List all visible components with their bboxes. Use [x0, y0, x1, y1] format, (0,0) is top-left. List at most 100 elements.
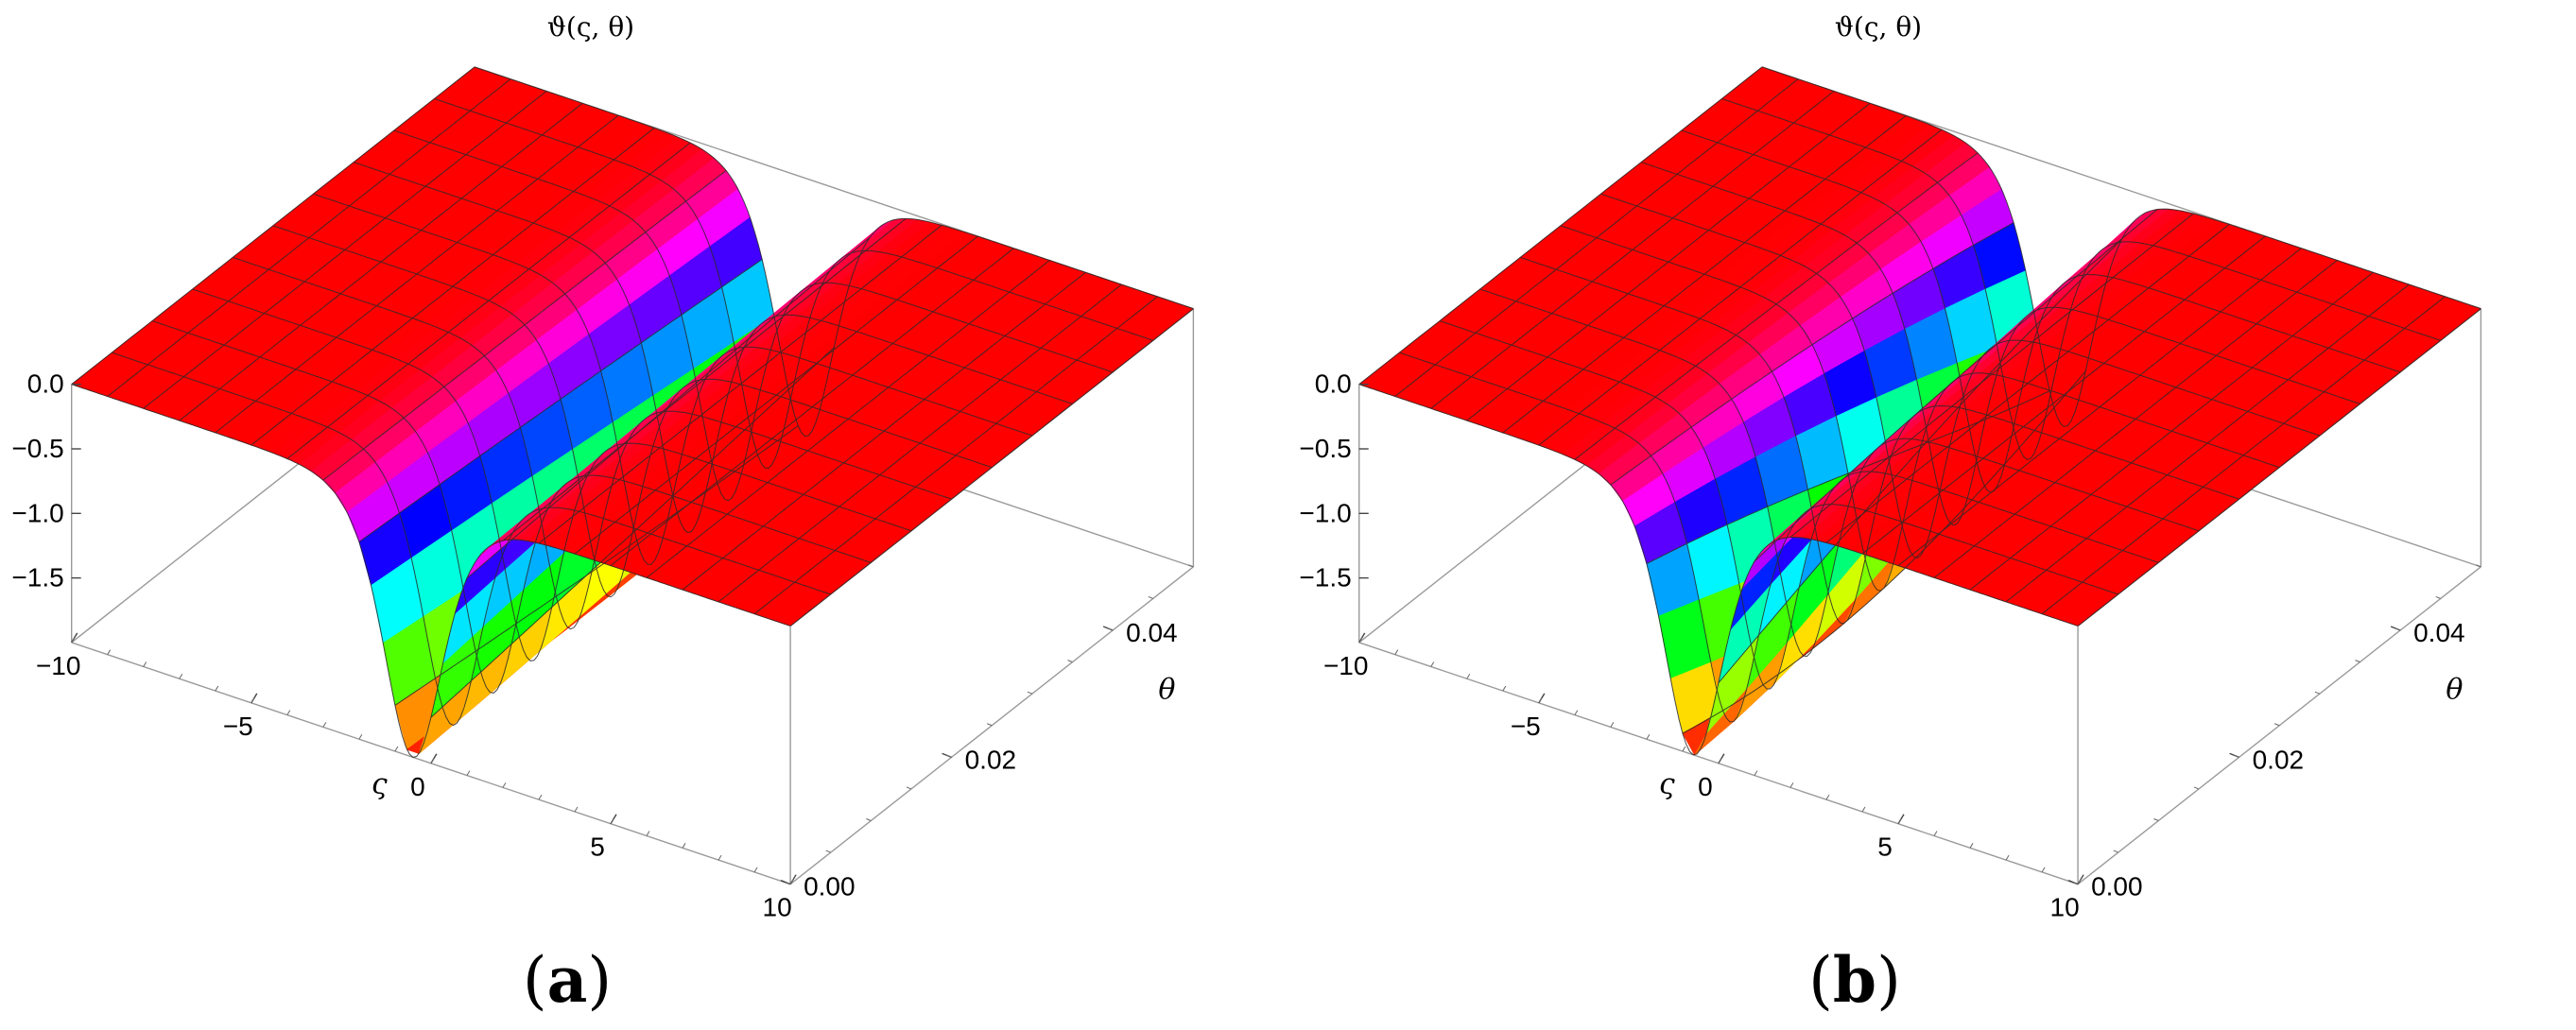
mesh-line-theta	[112, 352, 831, 727]
sigma-minor-tick	[1969, 843, 1974, 849]
sigma-minor-tick	[2005, 854, 2010, 861]
sigma-minor-tick	[215, 685, 219, 692]
sigma-minor-tick	[1682, 746, 1686, 752]
theta-minor-tick	[2435, 595, 2441, 599]
theta-minor-tick	[1067, 660, 1073, 663]
sigma-minor-tick	[753, 867, 758, 873]
sigma-minor-tick	[322, 722, 327, 728]
sigma-minor-tick	[1430, 661, 1435, 667]
mesh-line-theta	[353, 162, 1073, 534]
sigma-minor-tick	[1861, 806, 1866, 813]
theta-axis: 0.00 0.02 0.04 θ	[2067, 564, 2481, 901]
mesh-line-theta	[1358, 384, 2079, 756]
z-tick-label: −1.5	[1299, 563, 1351, 592]
theta-minor-tick	[1188, 564, 1194, 568]
z-tick-label: −0.5	[11, 434, 63, 463]
theta-minor-tick	[2476, 564, 2481, 568]
sigma-minor-tick	[1466, 674, 1471, 679]
theta-tick-label: 0.02	[2253, 745, 2305, 774]
sigma-tick-label: −5	[223, 712, 253, 741]
z-tick-label: 0.0	[1315, 369, 1352, 399]
z-tick-label: −1.0	[1299, 498, 1351, 527]
mesh-line-theta	[434, 98, 1153, 470]
theta-tick-label: 0.04	[1126, 618, 1178, 647]
mesh-line-theta	[272, 225, 993, 598]
sigma-minor-tick	[574, 806, 579, 813]
mesh-line-theta	[474, 66, 1194, 438]
sigma-minor-tick	[358, 733, 363, 740]
theta-tick-label: 0.00	[2091, 872, 2143, 901]
sigma-minor-tick	[107, 649, 112, 655]
theta-minor-tick	[1107, 627, 1114, 631]
sigma-axis: −10 −5 0 5 10 ς	[1323, 632, 2084, 922]
sigma-minor-tick	[2077, 879, 2082, 884]
sigma-minor-tick	[1538, 697, 1543, 704]
sigma-minor-tick	[430, 758, 435, 764]
box-edge-bottom-front	[71, 642, 791, 885]
sigma-minor-tick	[1825, 794, 1830, 800]
bounding-box-front	[1357, 384, 2079, 884]
mesh-line-theta	[393, 129, 1114, 502]
z-axis: 0.0 −0.5 −1.0 −1.5	[11, 369, 81, 592]
theta-minor-tick	[2153, 818, 2159, 821]
mesh-line-theta	[71, 384, 791, 758]
sigma-minor-tick	[2041, 867, 2046, 873]
z-tick-label: 0.0	[27, 369, 64, 399]
sigma-minor-tick	[1502, 685, 1507, 692]
theta-axis-label: θ	[2446, 673, 2463, 706]
sigma-axis-label: ς	[372, 768, 388, 801]
theta-minor-tick	[2113, 850, 2118, 853]
sigma-minor-tick	[502, 782, 507, 788]
theta-tick-label: 0.00	[804, 872, 856, 901]
theta-minor-tick	[2314, 691, 2321, 695]
mesh-lines	[1358, 66, 2481, 756]
sigma-tick-label: 5	[1877, 833, 1893, 862]
z-tick-label: −0.5	[1299, 434, 1351, 463]
sigma-minor-tick	[1789, 782, 1794, 788]
chart-panel-a: 0.0 −0.5 −1.0 −1.5 −10 −5 0 5 10 ς 0.00 0.02 0.04 θ ϑ(…	[11, 11, 1195, 1017]
sigma-minor-tick	[394, 746, 399, 752]
chart-panel-b: 0.0 −0.5 −1.0 −1.5 −10 −5 0 5 10 ς 0.00 0.02 0.04 θ ϑ(…	[1288, 0, 2575, 1030]
z-axis: 0.0 −0.5 −1.0 −1.5	[1299, 369, 1369, 592]
theta-minor-tick	[1148, 595, 1153, 599]
sigma-minor-tick	[1610, 722, 1615, 728]
mesh-line-theta	[192, 288, 912, 661]
mesh-lines	[71, 66, 1194, 758]
mesh-line-theta	[1479, 288, 2200, 658]
theta-axis-label: θ	[1158, 673, 1175, 706]
mesh-line-theta	[1681, 129, 2401, 493]
sigma-minor-tick	[1358, 637, 1363, 644]
surface-plot-b: 0.0 −0.5 −1.0 −1.5 −10 −5 0 5 10 ς 0.00 0.02 0.04 θ ϑ(…	[1299, 11, 2482, 1017]
theta-tick-label: 0.04	[2413, 618, 2465, 647]
mesh-line-theta	[233, 256, 952, 630]
theta-minor-tick	[2072, 882, 2079, 885]
sigma-minor-tick	[71, 637, 76, 644]
sigma-minor-tick	[1394, 649, 1399, 655]
plot-title: ϑ(ς, θ)	[547, 11, 634, 43]
sigma-minor-tick	[646, 831, 650, 836]
panel-label: (b)	[1808, 943, 1901, 1017]
theta-minor-tick	[1027, 691, 1033, 695]
sigma-minor-tick	[251, 697, 255, 704]
theta-minor-tick	[2234, 754, 2239, 758]
sigma-minor-tick	[789, 879, 794, 884]
sigma-tick-label: 5	[590, 833, 605, 862]
theta-minor-tick	[2355, 660, 2360, 663]
surface-mesh	[71, 66, 1195, 755]
sigma-tick-label: 10	[763, 893, 792, 922]
mesh-line-theta	[1560, 225, 2280, 592]
sigma-tick-label: −10	[1323, 651, 1369, 680]
plot-title: ϑ(ς, θ)	[1835, 11, 1922, 43]
theta-tick-label: 0.02	[965, 745, 1017, 774]
mesh-line-theta	[1439, 320, 2159, 690]
mesh-line-theta	[1399, 352, 2118, 723]
mesh-line-theta	[1600, 193, 2321, 559]
panel-label: (a)	[523, 943, 612, 1017]
sigma-tick-label: 0	[1698, 772, 1713, 801]
sigma-minor-tick	[179, 674, 183, 679]
sigma-minor-tick	[1933, 831, 1938, 836]
sigma-minor-tick	[682, 843, 686, 849]
sigma-tick-label: −10	[36, 651, 81, 680]
sigma-axis: −10 −5 0 5 10 ς	[36, 632, 797, 922]
theta-minor-tick	[2274, 723, 2280, 727]
